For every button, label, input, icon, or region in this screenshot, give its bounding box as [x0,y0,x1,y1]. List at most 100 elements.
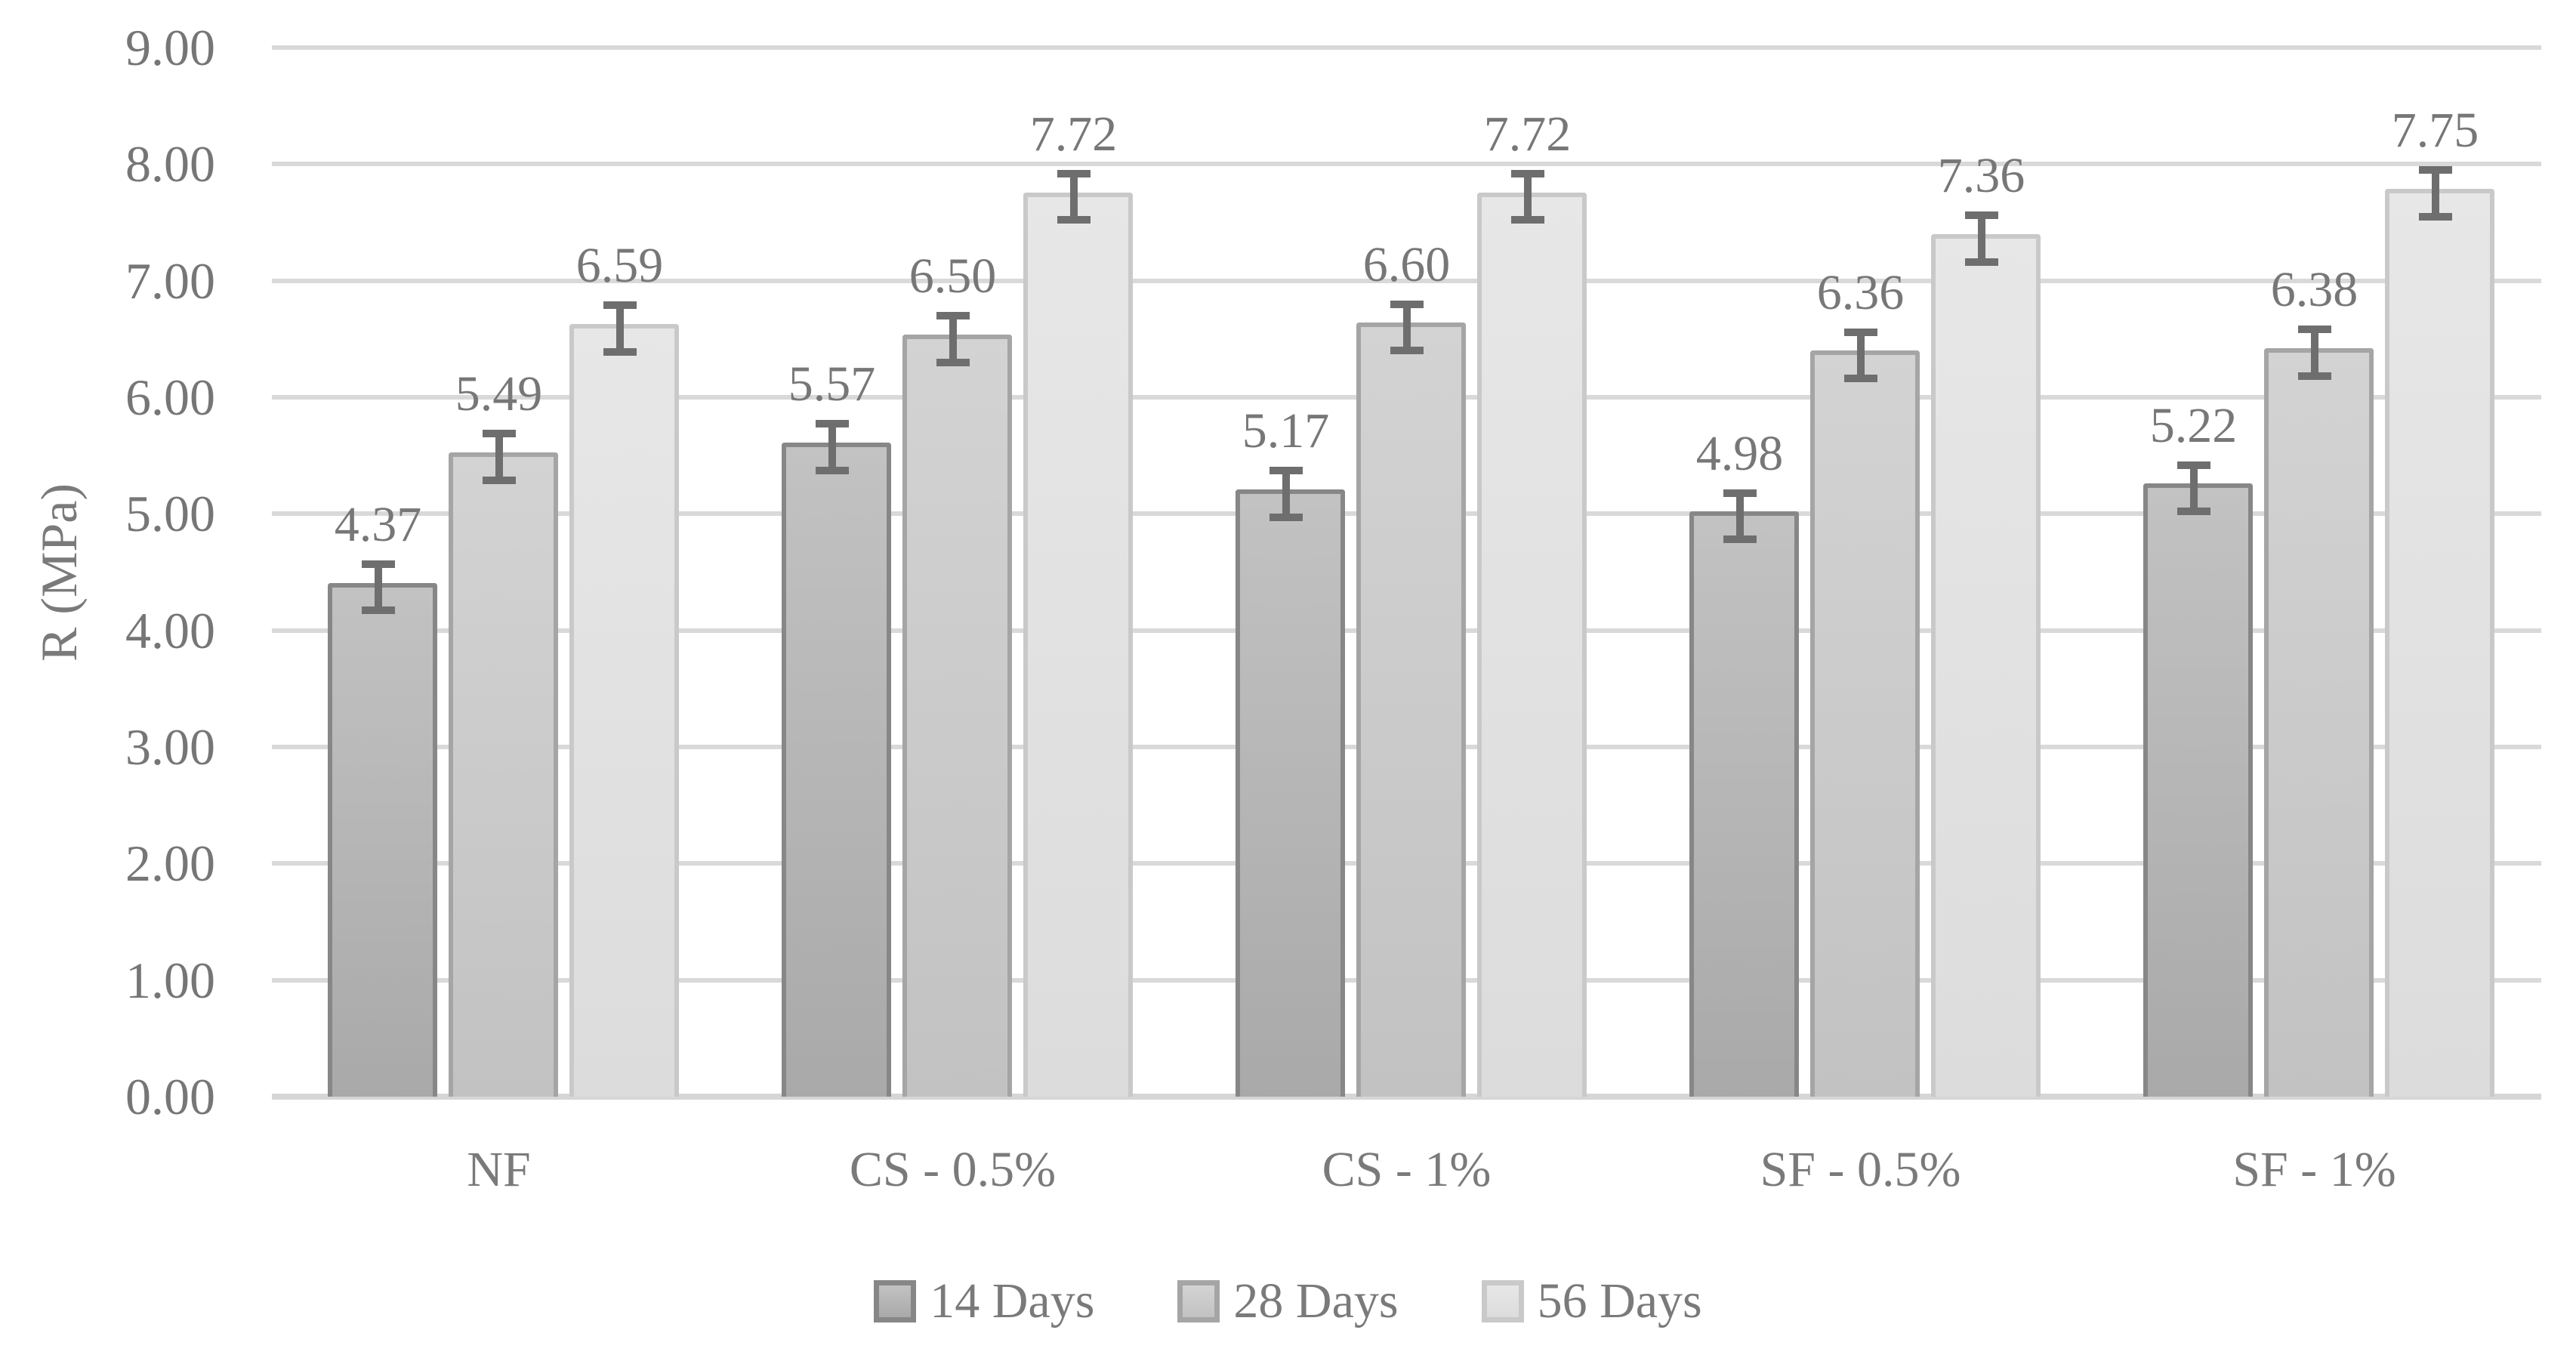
error-bar-cap [1843,328,1877,336]
error-bar-cap [1723,535,1757,544]
error-bar-cap [936,311,970,319]
legend-label: 14 Days [930,1273,1095,1329]
error-bar-cap [1964,258,1998,266]
legend-swatch [1481,1280,1524,1322]
error-bar-cap [2176,461,2210,469]
bar-value-label: 5.22 [2149,397,2238,453]
legend: 14 Days 28 Days 56 Days [0,1276,2576,1326]
error-bar-stem [1523,173,1532,221]
error-bar-cap [1390,347,1424,355]
error-bar-cap [815,467,849,475]
bar-value-label: 6.59 [575,238,664,294]
error-bar-cap [2418,166,2452,174]
category-label-0: NF [467,1142,531,1197]
y-tick-label: 8.00 [125,135,215,193]
legend-item-28-days: 28 Days [1177,1273,1399,1329]
legend-swatch [1177,1280,1220,1322]
error-bar-stem [1856,332,1865,379]
bar-56-days-0 [569,323,679,1097]
error-bar-cap [1269,513,1303,521]
plot-area: 4.37 5.57 5.17 4.98 5.22 5.49 6.50 6.60 6.36 6.38… [272,45,2541,1100]
error-bar-cap [482,476,516,484]
bar-56-days-3 [1931,234,2041,1097]
error-bar-stem [1069,173,1078,221]
error-bar-cap [1269,467,1303,475]
error-bar-cap [1964,211,1998,220]
legend-swatch [874,1280,917,1322]
category-label-4: SF - 1% [2232,1142,2396,1197]
gridline [272,278,2541,283]
error-bar-cap [603,347,637,356]
y-tick-label: 7.00 [125,252,215,310]
y-tick-label: 9.00 [125,19,215,76]
y-tick-label: 6.00 [125,369,215,426]
bar-value-label: 4.98 [1695,425,1784,481]
bar-28-days-3 [1810,350,1920,1097]
bar-14-days-0 [328,582,437,1097]
x-axis-line [272,1094,2541,1100]
error-bar-stem [828,424,836,471]
bar-28-days-1 [902,334,1012,1097]
bar-28-days-2 [1356,323,1466,1097]
bar-14-days-4 [2143,483,2253,1097]
category-label-1: CS - 0.5% [849,1142,1057,1197]
error-bar-stem [1282,471,1290,517]
error-bar-stem [2189,464,2198,512]
y-tick-label: 0.00 [125,1068,215,1125]
y-tick-label: 1.00 [125,951,215,1009]
error-bar-stem [1402,304,1411,351]
error-bar-cap [2297,372,2331,381]
error-bar-stem [1735,492,1744,540]
bar-value-label: 7.36 [1937,148,2025,204]
error-bar-cap [1390,300,1424,308]
error-bar-cap [2176,508,2210,516]
bar-value-label: 6.36 [1816,264,1905,320]
bar-value-label: 6.60 [1362,236,1451,292]
legend-label: 28 Days [1233,1273,1399,1329]
legend-item-56-days: 56 Days [1481,1273,1702,1329]
y-tick-label: 3.00 [125,718,215,776]
error-bar-cap [815,420,849,428]
bar-value-label: 5.57 [788,356,876,412]
gridline [272,162,2541,167]
bar-14-days-1 [782,443,891,1097]
bar-value-label: 7.72 [1029,106,1118,162]
error-bar-cap [936,358,970,366]
bar-value-label: 5.49 [455,366,543,421]
error-bar-cap [603,301,637,310]
error-bar-cap [2418,212,2452,221]
bar-56-days-4 [2385,188,2494,1097]
error-bar-stem [615,305,624,352]
bar-value-label: 7.72 [1483,106,1572,162]
legend-item-14-days: 14 Days [874,1276,1094,1326]
bar-value-label: 4.37 [334,496,422,552]
error-bar-cap [361,560,395,568]
error-bar-stem [2431,170,2439,217]
legend-label: 56 Days [1537,1273,1702,1329]
bar-value-label: 5.17 [1242,403,1330,459]
error-bar-cap [1510,216,1544,224]
gridline [272,45,2541,50]
error-bar-cap [1843,375,1877,383]
y-tick-label: 4.00 [125,601,215,659]
y-tick-label: 2.00 [125,835,215,893]
error-bar-stem [1977,215,1985,262]
bar-value-label: 6.50 [909,248,997,304]
category-label-2: CS - 1% [1322,1142,1492,1197]
error-bar-stem [495,433,503,480]
bar-14-days-3 [1689,511,1799,1097]
y-tick-label: 5.00 [125,485,215,543]
bar-56-days-2 [1477,192,1587,1097]
error-bar-cap [1057,216,1091,224]
bar-56-days-1 [1023,192,1133,1097]
bar-28-days-4 [2264,348,2374,1097]
category-label-3: SF - 0.5% [1760,1142,1961,1197]
error-bar-cap [361,606,395,615]
bar-value-label: 7.75 [2391,103,2479,159]
bar-28-days-0 [449,452,558,1097]
bar-value-label: 6.38 [2270,262,2359,318]
error-bar-stem [2310,329,2318,377]
error-bar-cap [1510,169,1544,177]
bar-14-days-2 [1236,489,1345,1097]
error-bar-cap [1057,169,1091,177]
